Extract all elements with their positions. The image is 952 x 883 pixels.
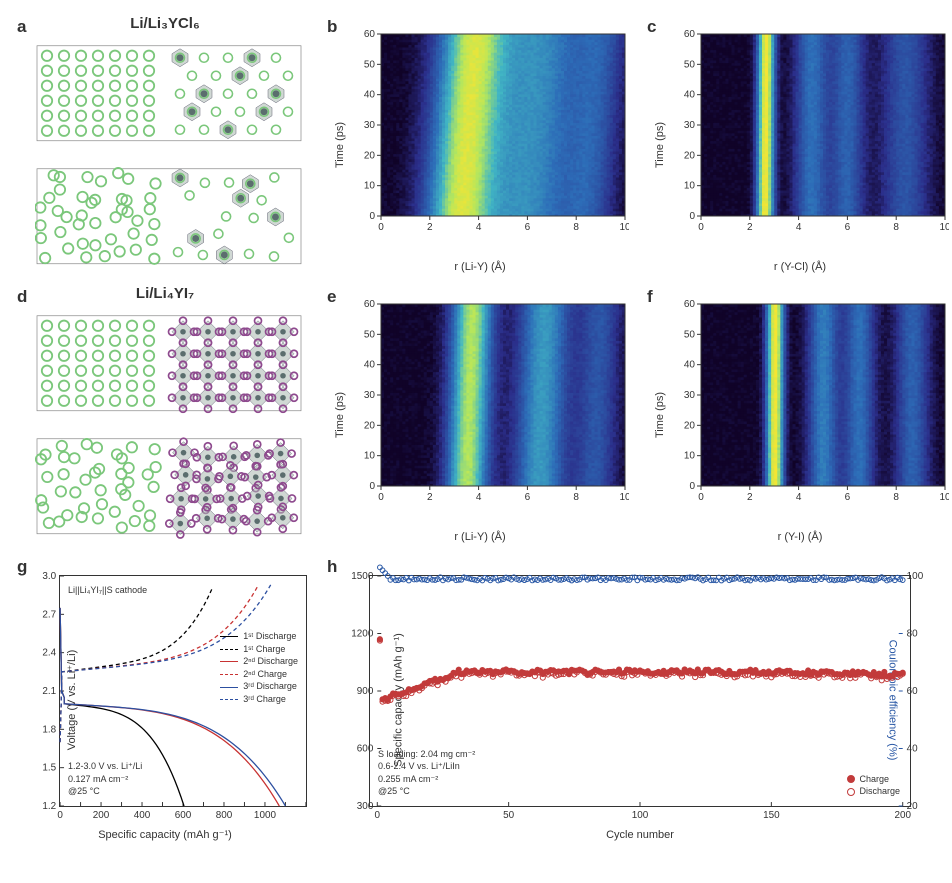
panel-g-legend: 1ˢᵗ Discharge 1ˢᵗ Charge 2ⁿᵈ Discharge 2… <box>220 630 298 706</box>
panel-f-xlabel: r (Y-I) (Å) <box>778 531 823 543</box>
panel-b-plot: 02468100102030405060 <box>359 21 629 245</box>
panel-a-title: Li/Li₃YCl₆ <box>130 15 200 32</box>
panel-c: c Time (ps) 02468100102030405060 r (Y-Cl… <box>645 15 952 275</box>
panel-d: d Li/Li₄YI₇ <box>15 285 315 545</box>
panel-g-chart: 020040060080010001.21.51.82.12.42.73.0 L… <box>59 575 307 807</box>
panel-c-xlabel: r (Y-Cl) (Å) <box>774 261 826 273</box>
panel-g-label: g <box>17 557 27 577</box>
legend-item: Charge <box>847 773 900 786</box>
crystal-a-final <box>35 164 305 271</box>
crystal-a-initial <box>35 41 305 148</box>
panel-h-chart: 0501001502003006009001200150020406080100… <box>369 575 911 807</box>
panel-e-ylabel: Time (ps) <box>334 392 346 438</box>
legend-item: 3ʳᵈ Charge <box>220 693 298 706</box>
panel-h: h Specific capacity (mAh g⁻¹) Coulombic … <box>325 555 952 845</box>
panel-h-conditions: S loading: 2.04 mg cm⁻²0.6-2.4 V vs. Li⁺… <box>378 748 475 798</box>
panel-f-ylabel: Time (ps) <box>654 392 666 438</box>
panel-b: b Time (ps) 02468100102030405060 r (Li-Y… <box>325 15 635 275</box>
panel-g-xlabel: Specific capacity (mAh g⁻¹) <box>98 828 232 841</box>
legend-item: 1ˢᵗ Discharge <box>220 630 298 643</box>
panel-d-title: Li/Li₄YI₇ <box>136 285 194 302</box>
panel-f-plot: 02468100102030405060 <box>679 291 949 515</box>
crystal-a-stack <box>35 41 305 270</box>
crystal-d-stack <box>35 311 305 540</box>
legend-item: 2ⁿᵈ Discharge <box>220 655 298 668</box>
legend-item: 3ʳᵈ Discharge <box>220 680 298 693</box>
legend-item: 1ˢᵗ Charge <box>220 643 298 656</box>
panel-e-label: e <box>327 287 336 307</box>
crystal-d-initial <box>35 311 305 418</box>
panel-e: e Time (ps) 02468100102030405060 r (Li-Y… <box>325 285 635 545</box>
panel-c-label: c <box>647 17 656 37</box>
panel-a-label: a <box>17 17 26 37</box>
panel-c-ylabel: Time (ps) <box>654 122 666 168</box>
panel-b-label: b <box>327 17 337 37</box>
panel-e-plot: 02468100102030405060 <box>359 291 629 515</box>
panel-a: a Li/Li₃YCl₆ <box>15 15 315 275</box>
panel-b-ylabel: Time (ps) <box>334 122 346 168</box>
panel-h-xlabel: Cycle number <box>606 829 674 841</box>
panel-e-xlabel: r (Li-Y) (Å) <box>454 531 505 543</box>
panel-f: f Time (ps) 02468100102030405060 r (Y-I)… <box>645 285 952 545</box>
panel-g: g Voltage (V vs. Li⁺/Li) 020040060080010… <box>15 555 315 845</box>
panel-g-title-text: Li||Li₄YI₇||S cathode <box>68 584 147 597</box>
legend-item: 2ⁿᵈ Charge <box>220 668 298 681</box>
crystal-d-final <box>35 434 305 541</box>
legend-item: Discharge <box>847 785 900 798</box>
panel-h-legend: ChargeDischarge <box>847 773 900 798</box>
panel-f-label: f <box>647 287 653 307</box>
panel-b-xlabel: r (Li-Y) (Å) <box>454 261 505 273</box>
panel-d-label: d <box>17 287 27 307</box>
panel-g-conditions: 1.2-3.0 V vs. Li⁺/Li0.127 mA cm⁻²@25 °C <box>68 760 142 798</box>
panel-h-label: h <box>327 557 337 577</box>
panel-c-plot: 02468100102030405060 <box>679 21 949 245</box>
figure-grid: a Li/Li₃YCl₆ b Time (ps) 024681001020304… <box>0 0 952 860</box>
